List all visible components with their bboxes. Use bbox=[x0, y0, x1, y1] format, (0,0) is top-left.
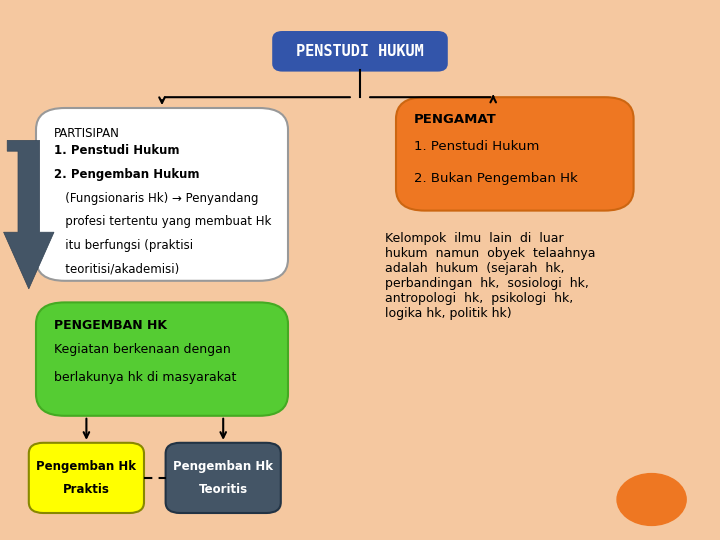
Text: 1. Penstudi Hukum: 1. Penstudi Hukum bbox=[54, 144, 179, 157]
Text: (Fungsionaris Hk) → Penyandang: (Fungsionaris Hk) → Penyandang bbox=[54, 192, 258, 205]
Text: Praktis: Praktis bbox=[63, 483, 110, 496]
Text: Kelompok  ilmu  lain  di  luar
hukum  namun  obyek  telaahnya
adalah  hukum  (se: Kelompok ilmu lain di luar hukum namun o… bbox=[385, 232, 595, 320]
Circle shape bbox=[617, 474, 686, 525]
FancyBboxPatch shape bbox=[166, 443, 281, 513]
FancyBboxPatch shape bbox=[274, 32, 446, 70]
Text: 1. Penstudi Hukum: 1. Penstudi Hukum bbox=[414, 140, 539, 153]
Polygon shape bbox=[4, 140, 54, 289]
FancyBboxPatch shape bbox=[29, 443, 144, 513]
FancyBboxPatch shape bbox=[396, 97, 634, 211]
Text: 2. Bukan Pengemban Hk: 2. Bukan Pengemban Hk bbox=[414, 172, 577, 185]
Text: PENGEMBAN HK: PENGEMBAN HK bbox=[54, 319, 167, 332]
Text: profesi tertentu yang membuat Hk: profesi tertentu yang membuat Hk bbox=[54, 215, 271, 228]
Text: PARTISIPAN: PARTISIPAN bbox=[54, 127, 120, 140]
Text: 2. Pengemban Hukum: 2. Pengemban Hukum bbox=[54, 168, 199, 181]
Text: Kegiatan berkenaan dengan: Kegiatan berkenaan dengan bbox=[54, 343, 230, 356]
Text: PENSTUDI HUKUM: PENSTUDI HUKUM bbox=[296, 44, 424, 59]
Text: berlakunya hk di masyarakat: berlakunya hk di masyarakat bbox=[54, 371, 236, 384]
Text: teoritisi/akademisi): teoritisi/akademisi) bbox=[54, 263, 179, 276]
Text: PENGAMAT: PENGAMAT bbox=[414, 113, 497, 126]
Text: Pengemban Hk: Pengemban Hk bbox=[37, 460, 136, 473]
Text: Pengemban Hk: Pengemban Hk bbox=[174, 460, 273, 473]
FancyBboxPatch shape bbox=[36, 302, 288, 416]
FancyBboxPatch shape bbox=[36, 108, 288, 281]
Text: itu berfungsi (praktisi: itu berfungsi (praktisi bbox=[54, 239, 193, 252]
Text: Teoritis: Teoritis bbox=[199, 483, 248, 496]
